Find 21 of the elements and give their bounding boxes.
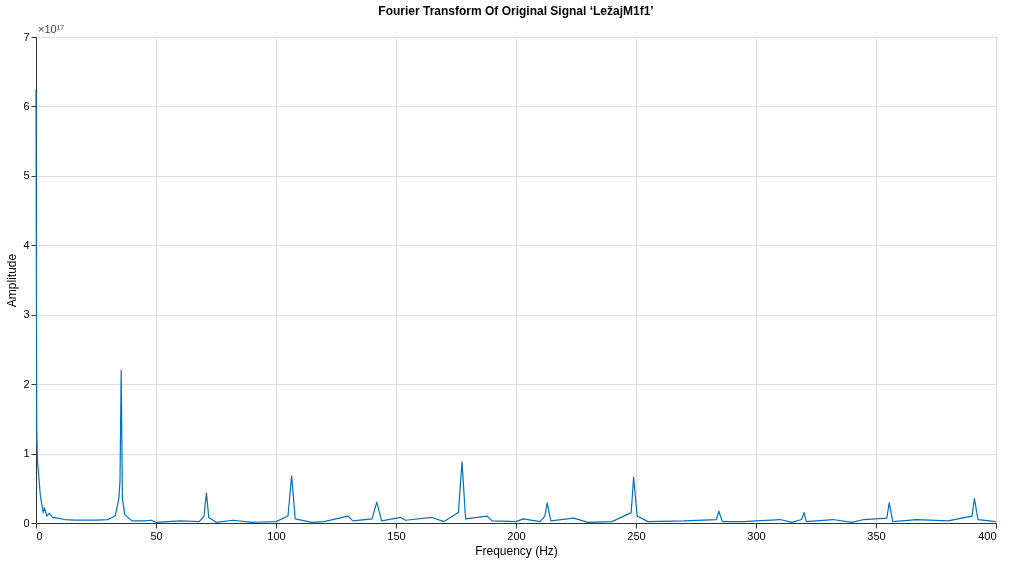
y-axis-title: Amplitude: [5, 253, 20, 308]
y-tick-label: 7: [23, 30, 30, 43]
x-tick-label: 0: [36, 529, 43, 542]
x-tick-label: 250: [627, 529, 646, 542]
x-tick-label: 150: [387, 529, 406, 542]
y-tick-label: 6: [23, 99, 30, 112]
x-tick-label: 50: [150, 529, 163, 542]
chart-title: Fourier Transform Of Original Signal ‘LežajM1f1’: [378, 4, 654, 18]
y-tick-label: 4: [23, 238, 30, 251]
x-tick-label: 200: [507, 529, 526, 542]
x-tick-label: 350: [867, 529, 886, 542]
x-tick-label: 400: [978, 529, 997, 542]
y-tick-label: 0: [23, 516, 30, 529]
x-tick-label: 300: [747, 529, 766, 542]
x-tick-label: 100: [267, 529, 286, 542]
y-tick-label: 3: [23, 308, 30, 321]
y-tick-label: 2: [23, 377, 30, 390]
y-tick-label: 1: [23, 447, 30, 460]
y-tick-label: 5: [23, 169, 30, 182]
x-axis-title: Frequency (Hz): [475, 543, 558, 558]
text: ×10¹⁷: [38, 23, 65, 35]
